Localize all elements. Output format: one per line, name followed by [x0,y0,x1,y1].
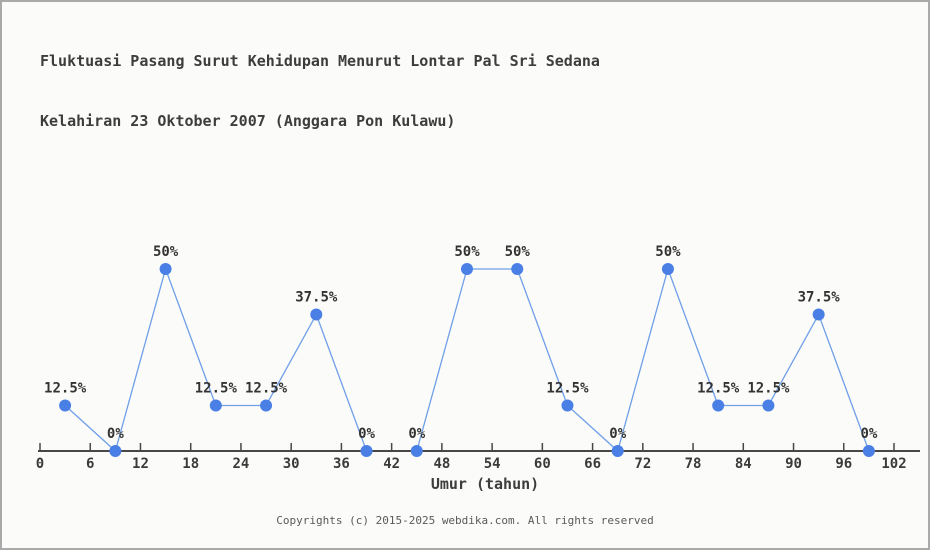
data-point-marker [310,308,323,321]
data-point-marker [762,399,775,412]
data-point-marker [561,399,574,412]
data-point-marker [862,445,875,457]
x-axis-tick-label: 60 [534,456,551,472]
data-point-label: 0% [860,426,877,442]
data-point-label: 0% [408,426,425,442]
data-point-marker [712,399,725,412]
data-point-marker [159,263,172,275]
chart-title-line-1: Fluktuasi Pasang Surut Kehidupan Menurut… [40,52,600,70]
data-point-label: 0% [107,426,124,442]
x-axis-tick-label: 48 [433,456,450,472]
x-axis-tick-label: 0 [36,456,44,472]
x-axis-tick-label: 84 [735,456,752,472]
data-point-label: 12.5% [44,381,87,397]
x-axis-tick-label: 96 [835,456,852,472]
data-point-label: 50% [454,244,480,260]
x-axis-tick-label: 66 [584,456,601,472]
data-point-label: 50% [505,244,531,260]
chart-title: Fluktuasi Pasang Surut Kehidupan Menurut… [40,11,600,171]
data-point-label: 50% [655,244,681,260]
x-axis-tick-label: 102 [881,456,906,472]
data-point-marker [260,399,273,412]
x-axis-tick-label: 24 [233,456,250,472]
data-point-label: 0% [609,426,626,442]
data-point-label: 12.5% [546,381,589,397]
data-point-marker [109,445,122,457]
x-axis-tick-label: 72 [634,456,651,472]
data-point-marker [59,399,72,412]
data-point-label: 0% [358,426,375,442]
data-point-label: 12.5% [245,381,288,397]
data-point-marker [360,445,373,457]
chart-line [64,266,870,453]
data-point-marker [661,263,674,275]
data-point-marker [209,399,222,412]
x-axis-tick-label: 18 [182,456,199,472]
data-point-marker [461,263,473,275]
copyright-text: Copyrights (c) 2015-2025 webdika.com. Al… [276,514,654,527]
data-point-label: 12.5% [747,381,790,397]
data-point-marker [410,445,423,457]
chart-title-line-2: Kelahiran 23 Oktober 2007 (Anggara Pon K… [40,112,456,130]
data-point-label: 12.5% [195,381,238,397]
data-point-marker [812,308,825,321]
x-axis-tick-label: 78 [685,456,702,472]
data-point-label: 12.5% [697,381,740,397]
data-point-label: 50% [153,244,179,260]
x-axis-tick-label: 90 [785,456,802,472]
data-point-marker [611,445,624,457]
x-axis-tick-label: 12 [132,456,149,472]
data-point-label: 37.5% [295,290,338,306]
x-axis-tick-label: 54 [484,456,501,472]
x-axis-tick-label: 30 [283,456,300,472]
data-point-label: 37.5% [798,290,841,306]
x-axis-tick-label: 36 [333,456,350,472]
x-axis-title: Umur (tahun) [430,475,540,493]
x-axis-tick-label: 6 [86,456,94,472]
data-point-marker [511,263,524,275]
x-axis-tick-label: 42 [383,456,400,472]
